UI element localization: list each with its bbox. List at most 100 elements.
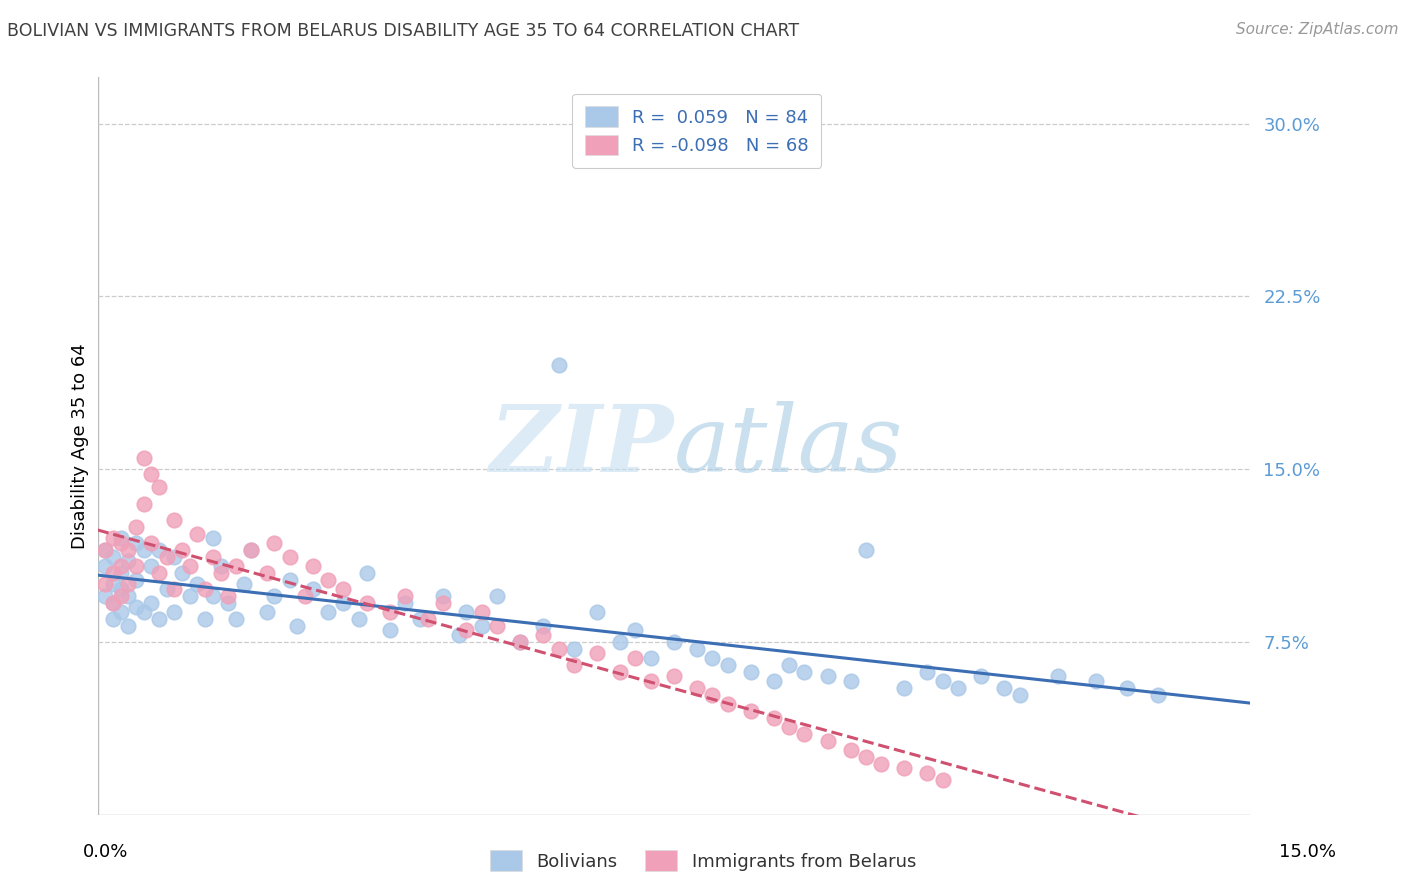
Point: [1085, 673, 1108, 688]
Point: [970, 669, 993, 683]
Text: 15.0%: 15.0%: [1279, 843, 1336, 861]
Point: [793, 727, 815, 741]
Point: [609, 635, 631, 649]
Point: [163, 549, 186, 564]
Point: [609, 665, 631, 679]
Point: [201, 589, 224, 603]
Point: [110, 558, 132, 573]
Text: 0.0%: 0.0%: [83, 843, 128, 861]
Point: [562, 657, 585, 672]
Point: [94, 542, 117, 557]
Point: [762, 711, 785, 725]
Point: [817, 734, 839, 748]
Point: [332, 582, 354, 596]
Point: [471, 618, 494, 632]
Point: [148, 566, 170, 580]
Point: [94, 542, 117, 557]
Point: [740, 665, 762, 679]
Point: [893, 681, 915, 695]
Point: [294, 589, 316, 603]
Point: [394, 589, 416, 603]
Point: [194, 612, 217, 626]
Point: [717, 697, 740, 711]
Point: [778, 657, 800, 672]
Point: [456, 624, 478, 638]
Point: [94, 589, 117, 603]
Point: [486, 618, 509, 632]
Point: [509, 635, 531, 649]
Point: [240, 542, 263, 557]
Point: [662, 635, 685, 649]
Point: [117, 589, 139, 603]
Point: [117, 554, 139, 568]
Point: [471, 605, 494, 619]
Text: ZIP: ZIP: [489, 401, 673, 491]
Point: [163, 582, 186, 596]
Point: [156, 549, 179, 564]
Point: [432, 596, 454, 610]
Point: [125, 535, 148, 549]
Point: [110, 531, 132, 545]
Point: [201, 531, 224, 545]
Point: [132, 542, 155, 557]
Point: [547, 641, 569, 656]
Point: [547, 359, 569, 373]
Point: [217, 596, 239, 610]
Point: [125, 600, 148, 615]
Point: [486, 589, 509, 603]
Point: [702, 688, 724, 702]
Point: [101, 549, 124, 564]
Point: [217, 589, 239, 603]
Point: [110, 582, 132, 596]
Point: [94, 577, 117, 591]
Point: [141, 558, 163, 573]
Point: [101, 577, 124, 591]
Point: [101, 531, 124, 545]
Point: [163, 513, 186, 527]
Point: [156, 582, 179, 596]
Point: [624, 651, 647, 665]
Text: BOLIVIAN VS IMMIGRANTS FROM BELARUS DISABILITY AGE 35 TO 64 CORRELATION CHART: BOLIVIAN VS IMMIGRANTS FROM BELARUS DISA…: [7, 22, 799, 40]
Point: [456, 605, 478, 619]
Point: [409, 612, 432, 626]
Point: [256, 566, 278, 580]
Point: [101, 612, 124, 626]
Point: [110, 535, 132, 549]
Point: [186, 526, 208, 541]
Point: [1047, 669, 1070, 683]
Point: [240, 542, 263, 557]
Legend: Bolivians, Immigrants from Belarus: Bolivians, Immigrants from Belarus: [482, 843, 924, 879]
Point: [132, 450, 155, 465]
Point: [932, 673, 955, 688]
Point: [232, 577, 254, 591]
Point: [640, 651, 662, 665]
Point: [209, 558, 232, 573]
Point: [447, 628, 470, 642]
Point: [285, 618, 308, 632]
Point: [141, 535, 163, 549]
Point: [256, 605, 278, 619]
Point: [125, 573, 148, 587]
Text: Source: ZipAtlas.com: Source: ZipAtlas.com: [1236, 22, 1399, 37]
Point: [141, 596, 163, 610]
Point: [201, 549, 224, 564]
Point: [855, 542, 877, 557]
Point: [225, 558, 247, 573]
Point: [209, 566, 232, 580]
Point: [225, 612, 247, 626]
Text: atlas: atlas: [673, 401, 903, 491]
Point: [839, 743, 862, 757]
Point: [125, 558, 148, 573]
Point: [110, 566, 132, 580]
Point: [117, 577, 139, 591]
Point: [586, 605, 609, 619]
Point: [531, 628, 554, 642]
Point: [762, 673, 785, 688]
Point: [117, 542, 139, 557]
Point: [1008, 688, 1031, 702]
Point: [356, 566, 378, 580]
Point: [356, 596, 378, 610]
Point: [778, 720, 800, 734]
Point: [132, 497, 155, 511]
Y-axis label: Disability Age 35 to 64: Disability Age 35 to 64: [72, 343, 89, 549]
